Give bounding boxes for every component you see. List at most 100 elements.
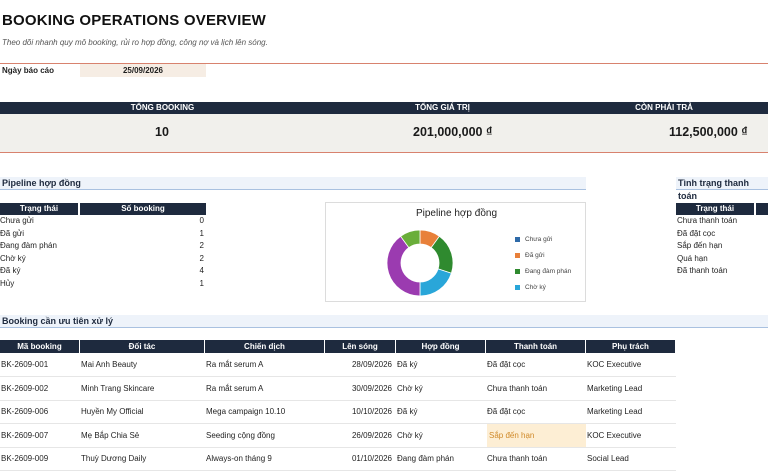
cell-contract: Đã ký <box>397 407 418 416</box>
cell-campaign: Ra mắt serum A <box>206 383 264 393</box>
chart-title: Pipeline hợp đồng <box>415 208 498 219</box>
pipeline-status-cell: Chưa gửi <box>0 216 34 225</box>
cell-campaign: Ra mắt serum A <box>206 360 264 369</box>
cell-contract: Đang đàm phán <box>397 454 454 463</box>
legend-item: Đã gửi <box>515 252 571 259</box>
payment-status-cell: Quá hạn <box>677 253 708 263</box>
cell-payment: Đã đặt cọc <box>487 360 526 369</box>
pipeline-status-cell: Chờ ký <box>0 253 26 263</box>
priority-col-header: Mã booking <box>0 340 79 353</box>
pipeline-count-cell: 0 <box>199 216 204 225</box>
header-divider <box>0 63 768 64</box>
cell-contract: Đã ký <box>397 360 418 369</box>
pipeline-status-cell: Đã gửi <box>0 228 25 238</box>
legend-swatch <box>515 285 520 290</box>
cell-payment: Sắp đến hạn <box>487 423 586 447</box>
legend-label: Chờ ký <box>525 284 546 291</box>
payment-status-cell: Đã đặt cọc <box>677 228 716 238</box>
payment-status-cell: Sắp đến hạn <box>677 241 723 250</box>
legend-item: Chưa gửi <box>515 236 571 243</box>
legend-swatch <box>515 237 520 242</box>
cell-code: BK-2609-009 <box>1 454 49 463</box>
cell-partner: Huyền My Official <box>81 407 144 416</box>
pipeline-row: Đã ký 4 <box>0 265 206 278</box>
pipeline-row: Chờ ký 2 <box>0 253 206 266</box>
pipeline-row: Hủy 1 <box>0 278 206 291</box>
cell-air: 28/09/2026 <box>351 360 392 369</box>
page-subtitle: Theo dõi nhanh quy mô booking, rủi ro hợ… <box>2 38 268 47</box>
priority-col-header: Chiến dịch <box>205 340 324 353</box>
pipeline-count-cell: 2 <box>199 253 204 263</box>
priority-section-title: Booking cần ưu tiên xử lý <box>0 315 768 328</box>
cell-partner: Thuỳ Dương Daily <box>81 454 147 463</box>
priority-col-header: Thanh toán <box>486 340 585 353</box>
pipeline-row: Chưa gửi 0 <box>0 215 206 228</box>
report-date-cell[interactable]: 25/09/2026 <box>80 64 206 77</box>
pipeline-col-count: Số booking <box>80 203 206 215</box>
legend-label: Chưa gửi <box>525 236 553 243</box>
donut-slice-3[interactable] <box>419 268 452 297</box>
donut-slice-5[interactable] <box>400 229 421 249</box>
payment-status-cell: Chưa thanh toán <box>677 216 738 225</box>
cell-owner: Marketing Lead <box>587 383 643 393</box>
cell-campaign: Always-on tháng 9 <box>206 454 272 463</box>
pipeline-col-status: Trạng thái <box>0 203 78 215</box>
cell-payment: Chưa thanh toán <box>487 383 548 393</box>
cell-partner: Mẹ Bắp Chia Sẻ <box>81 430 140 440</box>
pipeline-count-cell: 4 <box>199 266 204 275</box>
cell-air: 26/09/2026 <box>351 430 392 440</box>
payment-table: Trạng thái Chưa thanh toán Đã đặt cọc Sắp … <box>676 203 768 278</box>
cell-code: BK-2609-007 <box>1 430 49 440</box>
cell-air: 01/10/2026 <box>351 454 392 463</box>
payment-col-status: Trạng thái <box>676 203 754 215</box>
table-row[interactable]: BK-2609-009 Thuỳ Dương Daily Always-on thá… <box>0 447 676 471</box>
cell-owner: Marketing Lead <box>587 407 643 416</box>
cell-campaign: Seeding cộng đồng <box>206 430 275 440</box>
cell-contract: Chờ ký <box>397 383 423 393</box>
cell-code: BK-2609-002 <box>1 383 49 393</box>
cell-code: BK-2609-001 <box>1 360 49 369</box>
priority-col-header: Lên sóng <box>325 340 395 353</box>
pipeline-status-cell: Đang đàm phán <box>0 241 57 250</box>
priority-col-header: Đối tác <box>80 340 204 353</box>
kpi-label-total-booking: TỔNG BOOKING <box>130 103 195 112</box>
pipeline-count-cell: 1 <box>199 228 204 238</box>
kpi-label-remaining: CÒN PHẢI TRẢ <box>635 103 693 112</box>
payment-col-extra <box>756 203 768 215</box>
cell-partner: Mai Anh Beauty <box>81 360 138 369</box>
cell-campaign: Mega campaign 10.10 <box>206 407 286 416</box>
donut-chart <box>386 229 454 297</box>
legend-item: Chờ ký <box>515 284 571 291</box>
cell-owner: KOC Executive <box>587 360 642 369</box>
payment-section-title: Tình trạng thanh toán <box>676 177 768 201</box>
table-row[interactable]: BK-2609-006 Huyền My Official Mega campaig… <box>0 400 676 424</box>
pipeline-row: Đang đàm phán 2 <box>0 240 206 253</box>
legend-item: Đang đàm phán <box>515 268 571 275</box>
cell-payment: Chưa thanh toán <box>487 454 548 463</box>
payment-status-cell: Đã thanh toán <box>677 266 728 275</box>
report-date-label: Ngày báo cáo <box>2 66 55 75</box>
pipeline-row: Đã gửi 1 <box>0 228 206 241</box>
legend-swatch <box>515 269 520 274</box>
legend-label: Đã gửi <box>525 252 545 259</box>
chart-legend: Chưa gửi Đã gửi Đang đàm phán Chờ ký <box>515 236 571 300</box>
cell-partner: Minh Trang Skincare <box>81 383 155 393</box>
cell-contract: Chờ ký <box>397 430 423 440</box>
table-row[interactable]: BK-2609-002 Minh Trang Skincare Ra mắt ser… <box>0 377 676 401</box>
pipeline-chart[interactable]: Pipeline hợp đồng Chưa gửi Đã gửi Đang đàm… <box>325 202 586 302</box>
pipeline-count-cell: 1 <box>199 278 204 288</box>
pipeline-section-title: Pipeline hợp đồng <box>0 177 586 190</box>
priority-table-header: Mã booking Đối tác Chiến dịch Lên sóng Hợp đ… <box>0 340 676 353</box>
cell-air: 30/09/2026 <box>351 383 392 393</box>
cell-owner: KOC Executive <box>587 430 642 440</box>
table-row[interactable]: BK-2609-007 Mẹ Bắp Chia Sẻ Seeding cộng đồ… <box>0 423 676 448</box>
donut-slice-4[interactable] <box>386 235 421 297</box>
legend-label: Đang đàm phán <box>525 268 572 275</box>
priority-col-header: Phụ trách <box>586 340 675 353</box>
kpi-label-total-value: TỔNG GIÁ TRỊ <box>415 103 470 112</box>
kpi-value-row: 10 201,000,000 ₫ 112,500,000 ₫ <box>0 114 768 153</box>
table-row[interactable]: BK-2609-001 Mai Anh Beauty Ra mắt serum A 2… <box>0 353 676 377</box>
pipeline-status-cell: Hủy <box>0 278 15 288</box>
cell-payment: Đã đặt cọc <box>487 407 526 416</box>
page-title: BOOKING OPERATIONS OVERVIEW <box>2 12 267 29</box>
